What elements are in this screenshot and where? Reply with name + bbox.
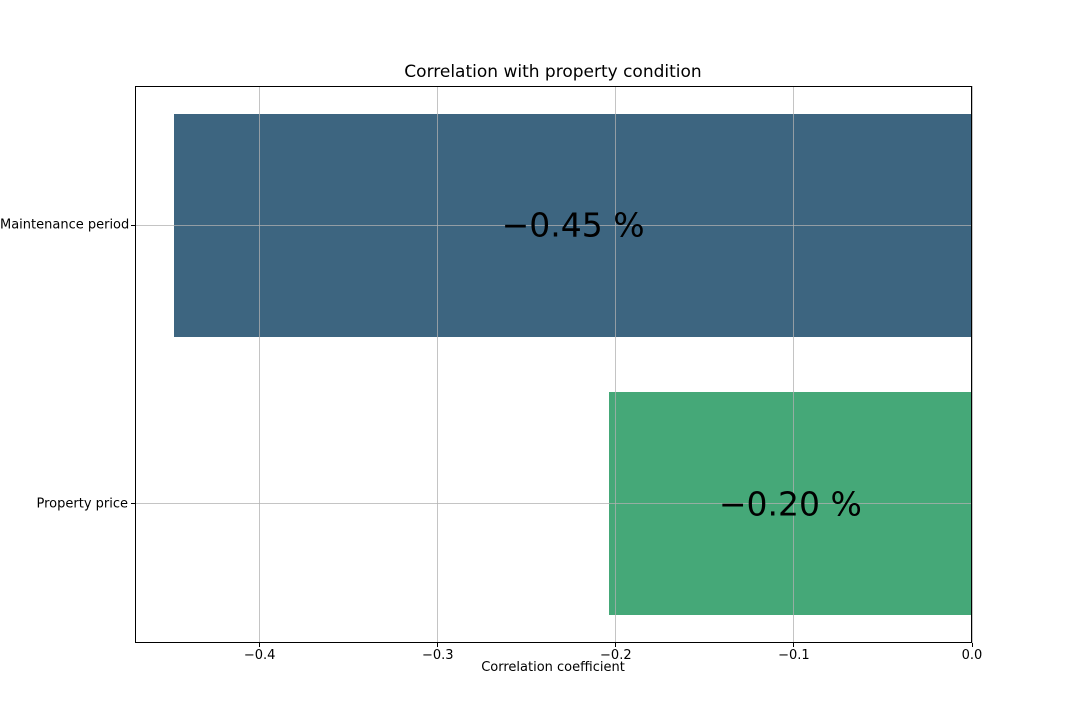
x-tick-label: 0.0 [961, 648, 983, 663]
grid-line-vertical [259, 86, 261, 643]
y-axis-tick-mark [131, 503, 135, 505]
y-tick-label: Maintenance period [0, 217, 130, 233]
x-tick-label: −0.2 [600, 648, 632, 663]
grid-line-horizontal [135, 224, 972, 226]
x-axis-tick-mark [971, 643, 973, 647]
grid-line-vertical [615, 86, 617, 643]
bar-value-label: −0.45 % [501, 205, 645, 245]
grid-line-vertical [437, 86, 439, 643]
x-axis-tick-mark [615, 643, 617, 647]
y-tick-label: Property price [36, 496, 129, 512]
chart-title: Correlation with property condition [404, 62, 702, 82]
x-tick-label: −0.1 [778, 648, 810, 663]
x-axis-tick-mark [437, 643, 439, 647]
x-axis-tick-mark [259, 643, 261, 647]
y-axis-tick-mark [131, 224, 135, 226]
x-axis-tick-mark [793, 643, 795, 647]
grid-line-vertical [971, 86, 973, 643]
x-tick-label: −0.3 [421, 648, 454, 663]
x-axis-label: Correlation coefficient [481, 660, 625, 675]
bar-value-label: −0.20 % [718, 484, 862, 524]
grid-line-vertical [793, 86, 795, 643]
grid-line-horizontal [135, 503, 972, 505]
x-tick-label: −0.4 [243, 648, 276, 663]
